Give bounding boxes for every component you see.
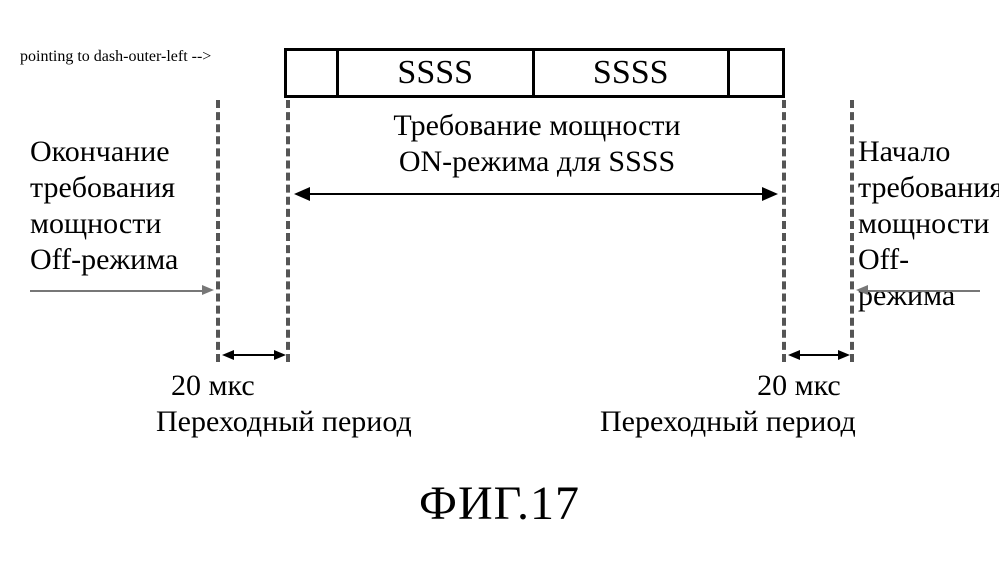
left-off-arrow-line [30, 290, 202, 292]
on-mode-line2: ON-режима для SSSS [399, 145, 675, 178]
trans-left-arrow-rhead [274, 350, 286, 360]
on-arrow-line [308, 193, 764, 195]
right-off-arrow-head [856, 285, 868, 295]
dash-inner-left [286, 100, 290, 362]
trans-left-arrow-line [232, 354, 276, 356]
left-l4: Off-режима [30, 243, 178, 276]
trans-right-period: Переходный период [600, 405, 856, 438]
cell-ssss-2-text: SSSS [593, 54, 669, 92]
timing-diagram: SSSS SSSS Требование мощности ON-режима … [20, 48, 980, 66]
trans-right-time: 20 мкс [757, 369, 841, 402]
left-off-arrow-head [202, 285, 214, 295]
figure-caption: ФИГ.17 [0, 476, 999, 531]
figure-caption-text: ФИГ.17 [419, 477, 580, 530]
trans-right-arrow-line [798, 354, 840, 356]
right-l1: Начало [858, 135, 950, 168]
dash-outer-left [216, 100, 220, 362]
trans-left-time: 20 мкс [171, 369, 255, 402]
row-trailing-gap [730, 51, 782, 95]
right-off-arrow-line [868, 290, 980, 292]
on-mode-line1: Требование мощности [393, 109, 680, 142]
on-mode-label: Требование мощности ON-режима для SSSS [292, 108, 782, 180]
left-l3: мощности [30, 207, 161, 240]
right-l2: требования [858, 171, 999, 204]
row-leading-gap [287, 51, 339, 95]
left-l2: требования [30, 171, 175, 204]
trans-right-label: 20 мкс Переходный период [720, 368, 856, 440]
cell-ssss-1-text: SSSS [397, 54, 473, 92]
left-l1: Окончание [30, 135, 170, 168]
signal-row: SSSS SSSS [284, 48, 785, 98]
right-l3: мощности [858, 207, 989, 240]
cell-ssss-2: SSSS [535, 51, 731, 95]
trans-left-period: Переходный период [156, 405, 412, 438]
dash-inner-right [782, 100, 786, 362]
on-arrow-right-head [762, 187, 778, 201]
right-l4: Off-режима [858, 243, 955, 312]
cell-ssss-1: SSSS [339, 51, 535, 95]
dash-outer-right [850, 100, 854, 362]
left-off-label: Окончание требования мощности Off-режима [30, 134, 178, 278]
right-off-label: Начало требования мощности Off-режима [858, 134, 999, 314]
trans-right-arrow-rhead [838, 350, 850, 360]
trans-left-label: 20 мкс Переходный период [156, 368, 412, 440]
